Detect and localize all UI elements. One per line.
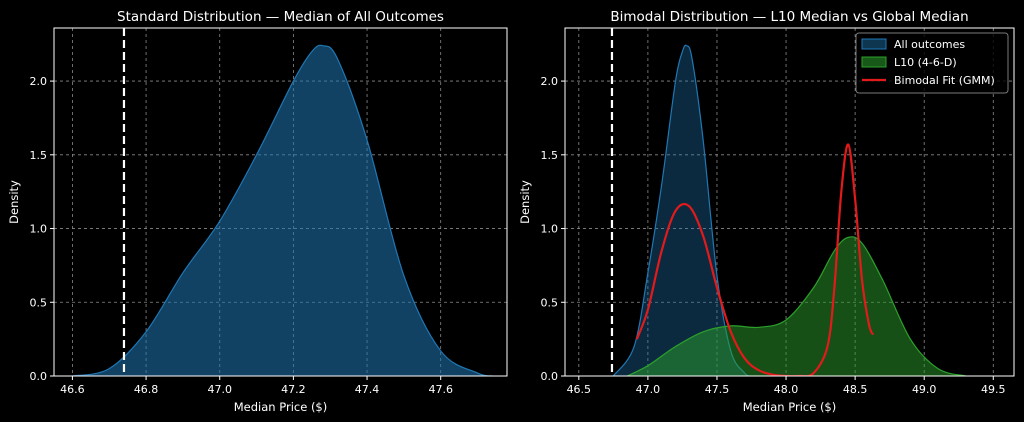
x-tick-label: 49.0: [912, 383, 937, 396]
chart-standard-distribution: 46.6 46.8 47.0 47.2 47.4 47.6 0.0 0.5 1.0 1.5 2.0 S…: [7, 9, 508, 414]
axes-frame: [53, 27, 508, 377]
y-tick-label: 1.5: [541, 149, 559, 162]
y-tick-label: 1.0: [30, 223, 48, 236]
legend-swatch-patch: [861, 56, 887, 68]
y-tick-label: 0.0: [30, 370, 48, 383]
series-outline-l10-4-6-d: [626, 236, 966, 376]
x-tick-label: 47.2: [281, 383, 306, 396]
legend-label: L10 (4-6-D): [894, 56, 957, 69]
x-tick-label: 47.0: [207, 383, 232, 396]
x-tick-label: 46.8: [134, 383, 159, 396]
x-tick-label: 47.4: [355, 383, 380, 396]
legend-label: Bimodal Fit (GMM): [894, 74, 995, 87]
chart-title: Bimodal Distribution — L10 Median vs Glo…: [610, 9, 968, 25]
y-tick-label: 2.0: [30, 75, 48, 88]
x-tick-label: 47.5: [705, 383, 730, 396]
y-axis-label: Density: [7, 180, 21, 224]
legend: All outcomes L10 (4-6-D) Bimodal Fit (GMM): [855, 32, 1009, 94]
y-tick-label: 1.0: [541, 223, 559, 236]
y-axis-label: Density: [518, 180, 532, 224]
legend-label: All outcomes: [894, 38, 965, 51]
x-tick-label: 48.5: [843, 383, 868, 396]
legend-swatch-patch: [861, 38, 887, 50]
series-outline-all-outcomes: [72, 44, 493, 376]
y-tick-label: 0.0: [541, 370, 559, 383]
chart-title: Standard Distribution — Median of All Ou…: [117, 9, 444, 25]
x-axis-label: Median Price ($): [234, 400, 327, 414]
series-group: [72, 44, 493, 376]
series-area-all-outcomes: [72, 45, 493, 376]
chart-bimodal-distribution: 46.5 47.0 47.5 48.0 48.5 49.0 49.5 0.0 0.5 1.0 1.5…: [518, 9, 1015, 414]
x-tick-label: 48.0: [774, 383, 799, 396]
x-tick-label: 46.5: [567, 383, 592, 396]
y-tick-label: 0.5: [541, 296, 559, 309]
x-tick-label: 49.5: [981, 383, 1006, 396]
series-area-all-outcomes: [613, 45, 751, 376]
y-tick-label: 1.5: [30, 149, 48, 162]
legend-box: [855, 32, 1009, 94]
y-tick-label: 2.0: [541, 75, 559, 88]
y-tick-label: 0.5: [30, 296, 48, 309]
x-tick-label: 46.6: [60, 383, 85, 396]
x-tick-label: 47.6: [428, 383, 453, 396]
x-axis-label: Median Price ($): [743, 400, 836, 414]
x-tick-label: 47.0: [636, 383, 661, 396]
series-area-l10-4-6-d: [627, 236, 966, 376]
axes-frame: [564, 27, 1015, 377]
